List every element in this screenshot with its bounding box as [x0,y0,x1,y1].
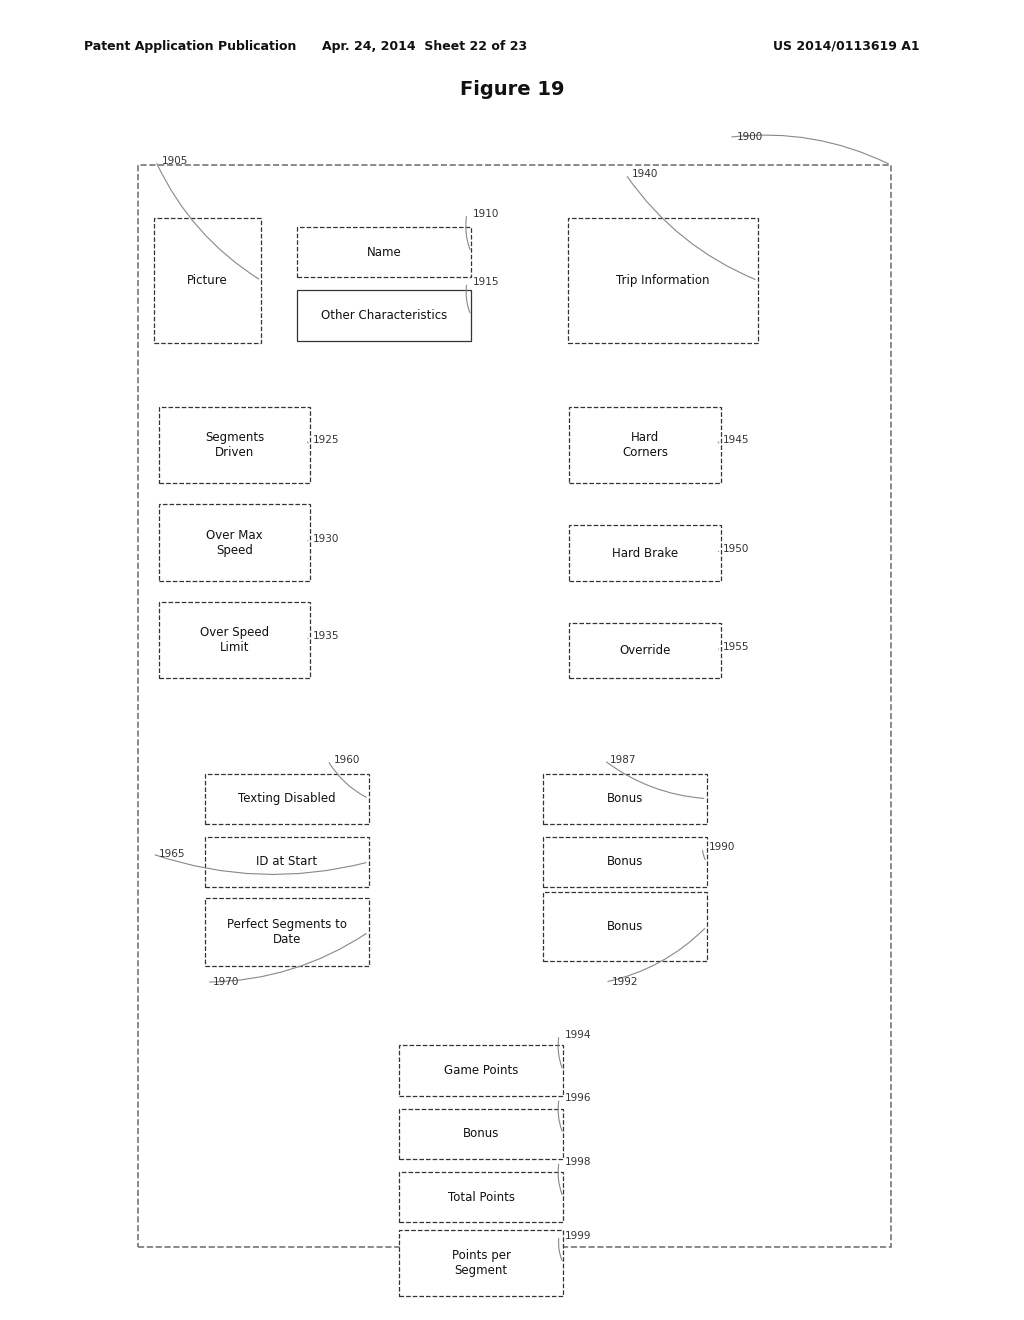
Bar [297,290,471,341]
Text: 1955: 1955 [723,642,750,652]
Text: 1935: 1935 [312,631,339,642]
Text: 1970: 1970 [213,977,240,987]
Text: 1996: 1996 [565,1093,592,1104]
Text: 1945: 1945 [723,434,750,445]
Text: 1905: 1905 [162,156,188,166]
Text: Picture: Picture [187,275,227,286]
Bar [399,1109,563,1159]
Text: Over Max
Speed: Over Max Speed [206,528,263,557]
Text: US 2014/0113619 A1: US 2014/0113619 A1 [773,40,920,53]
Text: 1990: 1990 [709,842,735,853]
Text: Bonus: Bonus [606,920,643,933]
Text: Points per
Segment: Points per Segment [452,1249,511,1278]
Text: 1999: 1999 [565,1230,592,1241]
Text: Hard Brake: Hard Brake [612,546,678,560]
Text: Over Speed
Limit: Over Speed Limit [200,626,269,655]
Text: 1994: 1994 [565,1030,592,1040]
Text: Perfect Segments to
Date: Perfect Segments to Date [226,917,347,946]
Bar [205,898,369,966]
Text: Patent Application Publication: Patent Application Publication [84,40,296,53]
Bar [543,774,707,824]
Text: 1987: 1987 [610,755,637,766]
Text: Bonus: Bonus [463,1127,500,1140]
Text: 1940: 1940 [632,169,658,180]
Bar [297,227,471,277]
Text: Other Characteristics: Other Characteristics [321,309,447,322]
Bar [568,218,758,343]
Text: 1900: 1900 [737,132,764,143]
Text: Texting Disabled: Texting Disabled [238,792,336,805]
Text: Name: Name [367,246,401,259]
Bar [205,774,369,824]
Text: 1915: 1915 [473,277,500,288]
Text: Bonus: Bonus [606,792,643,805]
Text: 1992: 1992 [611,977,638,987]
Text: Override: Override [620,644,671,657]
Text: Bonus: Bonus [606,855,643,869]
Text: 1960: 1960 [334,755,360,766]
Bar [138,165,891,1247]
Text: Hard
Corners: Hard Corners [623,430,668,459]
Bar [569,623,721,678]
Text: 1930: 1930 [312,533,339,544]
Bar [569,407,721,483]
Text: 1950: 1950 [723,544,750,554]
Bar [159,504,310,581]
Bar [159,407,310,483]
Text: 1910: 1910 [473,209,500,219]
Text: Figure 19: Figure 19 [460,81,564,99]
Bar [399,1045,563,1096]
Bar [543,892,707,961]
Bar [399,1172,563,1222]
Bar [569,525,721,581]
Text: 1925: 1925 [312,434,339,445]
Text: ID at Start: ID at Start [256,855,317,869]
Bar [159,602,310,678]
Bar [205,837,369,887]
Bar [154,218,261,343]
Bar [543,837,707,887]
Text: Apr. 24, 2014  Sheet 22 of 23: Apr. 24, 2014 Sheet 22 of 23 [323,40,527,53]
Bar [399,1230,563,1296]
Text: 1965: 1965 [159,849,185,859]
Text: Segments
Driven: Segments Driven [205,430,264,459]
Text: 1998: 1998 [565,1156,592,1167]
Text: Trip Information: Trip Information [616,275,710,286]
Text: Game Points: Game Points [444,1064,518,1077]
Text: Total Points: Total Points [447,1191,515,1204]
